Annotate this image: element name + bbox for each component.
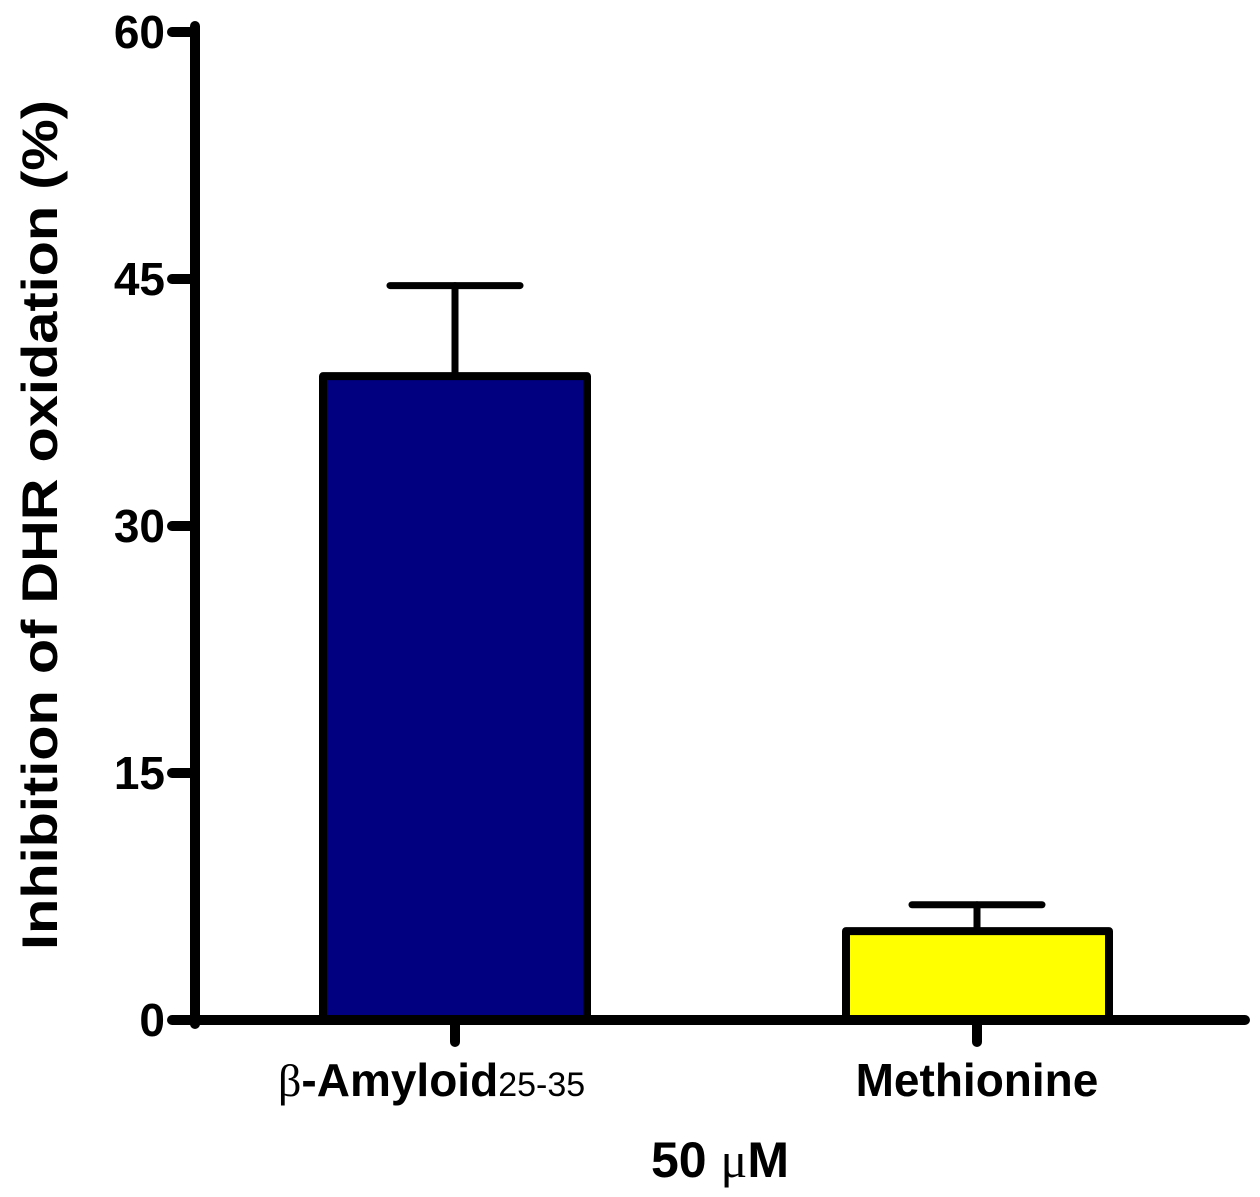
y-tick-15: 15 — [114, 747, 165, 799]
y-axis — [167, 21, 200, 1029]
x-category-label-methionine: Methionine — [856, 1054, 1099, 1106]
y-axis-label: Inhibition of DHR oxidation (%) — [12, 100, 68, 950]
y-tick-labels: 60 45 30 15 0 — [114, 6, 165, 1046]
bar-methionine — [842, 927, 1113, 1025]
bar-beta-amyloid — [319, 372, 591, 1024]
x-axis — [190, 1015, 1250, 1047]
y-tick-45: 45 — [114, 253, 165, 305]
bars — [319, 372, 1113, 1025]
y-tick-30: 30 — [114, 500, 165, 552]
error-bars — [386, 282, 1046, 935]
x-axis-label: 50 μM — [651, 1132, 789, 1188]
y-tick-60: 60 — [114, 6, 165, 58]
y-tick-0: 0 — [139, 994, 165, 1046]
x-category-label-beta-amyloid: β-Amyloid25-35 — [278, 1054, 585, 1106]
